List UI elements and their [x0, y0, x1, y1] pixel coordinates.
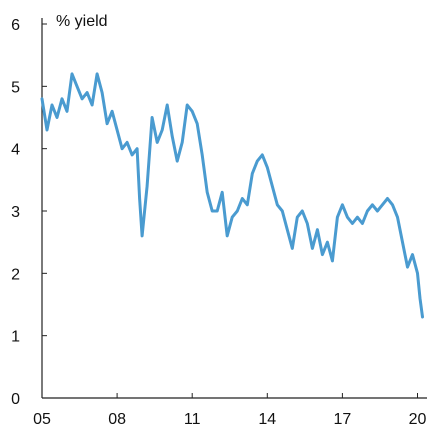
data-point	[331, 259, 334, 263]
data-point	[301, 209, 304, 213]
data-point	[60, 97, 64, 101]
data-point	[206, 191, 209, 194]
data-point	[150, 116, 154, 119]
data-point	[40, 97, 44, 101]
data-point	[321, 253, 324, 256]
data-point	[246, 203, 249, 206]
x-tick-label: 05	[33, 411, 51, 425]
data-point	[306, 222, 309, 225]
data-point	[391, 203, 394, 206]
data-point	[138, 197, 141, 200]
data-point	[291, 247, 294, 250]
data-point	[296, 216, 299, 219]
x-tick-label: 11	[184, 411, 201, 425]
data-point	[226, 234, 229, 238]
x-tick-label: 20	[409, 411, 427, 425]
data-point	[140, 234, 144, 238]
data-point	[411, 253, 414, 256]
data-point	[120, 147, 124, 150]
data-point	[135, 147, 139, 150]
data-point	[396, 216, 399, 219]
data-point	[65, 110, 69, 113]
data-point	[50, 103, 54, 107]
y-tick-label: 2	[11, 266, 20, 283]
data-point	[145, 184, 149, 188]
data-point	[55, 116, 59, 119]
data-point	[85, 91, 89, 94]
x-tick-label: 17	[333, 411, 351, 425]
data-point	[326, 241, 329, 244]
data-point	[90, 103, 94, 107]
data-point	[341, 203, 344, 206]
data-point	[156, 141, 159, 144]
data-point	[176, 159, 179, 163]
data-point	[376, 209, 379, 213]
data-point	[371, 203, 374, 206]
data-point	[75, 85, 79, 88]
data-point	[346, 216, 349, 219]
data-point	[196, 122, 199, 125]
x-tick-label: 08	[108, 411, 126, 425]
y-tick-label: 4	[11, 142, 20, 159]
y-tick-label: 6	[11, 17, 20, 34]
data-point	[231, 216, 234, 219]
data-point	[100, 91, 104, 94]
data-point	[386, 197, 389, 200]
data-point	[216, 209, 219, 213]
x-tick-labels: 05 08 11 14 17 20	[33, 393, 426, 425]
data-point	[191, 110, 194, 113]
data-point	[236, 209, 239, 213]
data-point	[80, 97, 84, 101]
data-point	[181, 141, 184, 144]
series-group	[40, 72, 424, 319]
data-point	[161, 128, 164, 132]
data-point	[95, 72, 99, 76]
axes	[41, 18, 427, 399]
data-point	[45, 128, 49, 132]
data-point	[271, 184, 274, 188]
data-point	[70, 72, 74, 76]
x-tick-label: 14	[258, 411, 276, 425]
data-point	[251, 172, 254, 175]
data-point	[125, 141, 129, 144]
data-point	[401, 241, 404, 244]
data-point	[311, 247, 314, 250]
data-point	[421, 315, 424, 319]
data-point	[276, 203, 279, 206]
series-line-0	[40, 72, 424, 319]
data-point	[186, 103, 189, 107]
y-tick-label: 1	[11, 329, 20, 346]
data-point	[351, 222, 354, 225]
data-point	[416, 272, 419, 275]
data-point	[241, 197, 244, 200]
data-point	[256, 159, 259, 163]
data-point	[366, 209, 369, 213]
data-point	[221, 191, 224, 194]
data-point	[201, 153, 204, 157]
unit-label: % yield	[56, 13, 108, 30]
data-point	[356, 216, 359, 219]
data-point	[105, 122, 109, 125]
y-tick-label: 5	[11, 79, 20, 96]
data-point	[381, 203, 384, 206]
y-tick-labels: 0 1 2 3 4 5 6	[11, 17, 47, 408]
data-point	[361, 222, 364, 225]
data-point	[115, 128, 119, 132]
data-point	[336, 216, 339, 219]
data-point	[286, 228, 289, 231]
data-point	[211, 209, 214, 213]
data-point	[266, 166, 269, 169]
data-point	[418, 297, 422, 300]
data-point	[316, 228, 319, 231]
y-tick-label: 0	[11, 391, 20, 408]
data-point	[166, 103, 169, 107]
data-point	[110, 110, 114, 113]
y-tick-label: 3	[11, 204, 20, 221]
data-point	[281, 209, 284, 213]
data-point	[406, 265, 409, 269]
data-point	[171, 135, 174, 138]
data-point	[130, 153, 134, 157]
data-point	[261, 153, 264, 157]
